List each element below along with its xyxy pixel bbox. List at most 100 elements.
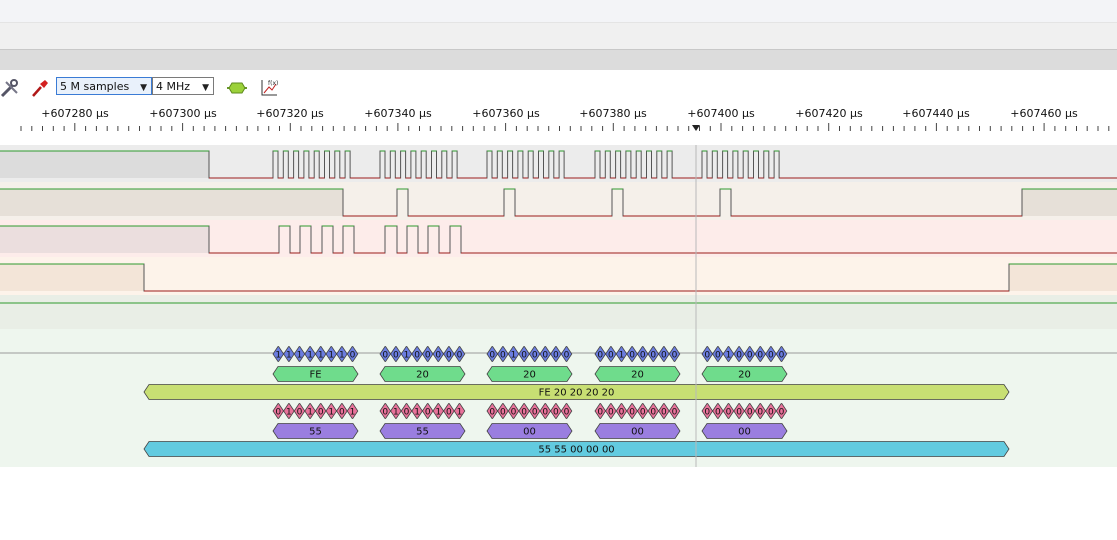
- ruler-label: +607280 µs: [41, 107, 109, 120]
- mosi-bit[interactable]: 0: [346, 346, 359, 362]
- mosi-bit-label: 1: [275, 351, 281, 361]
- miso-bit-label: 1: [328, 408, 334, 418]
- miso-bit[interactable]: 1: [453, 403, 466, 419]
- mosi-bit-label: 1: [307, 351, 313, 361]
- mosi-bit[interactable]: 0: [775, 346, 788, 362]
- waveform-area[interactable]: 1 0 1 1 1 0 1 1 1 0 1 1 1 0 0 1 FE 55 0 0 0 1 1 0 0 1 0 0 0 1 0 0 0 1 20 55…: [0, 141, 1117, 471]
- lane-enable[interactable]: [0, 295, 1117, 329]
- mosi-byte[interactable]: 20: [701, 366, 788, 382]
- miso-byte[interactable]: 00: [486, 423, 573, 439]
- mosi-bit-label: 0: [382, 351, 388, 361]
- miso-byte[interactable]: 00: [594, 423, 681, 439]
- miso-bit-label: 0: [736, 408, 742, 418]
- miso-bit-label: 0: [564, 408, 570, 418]
- miso-bit[interactable]: 0: [560, 403, 573, 419]
- miso-byte[interactable]: 55: [272, 423, 359, 439]
- miso-bit-label: 0: [715, 408, 721, 418]
- miso-bit-label: 0: [532, 408, 538, 418]
- mosi-bit[interactable]: 0: [668, 346, 681, 362]
- mosi-byte[interactable]: 20: [379, 366, 466, 382]
- mosi-bit-label: 1: [297, 351, 303, 361]
- miso-bit-label: 0: [553, 408, 559, 418]
- mosi-bit-label: 0: [715, 351, 721, 361]
- mosi-byte[interactable]: 20: [486, 366, 573, 382]
- wrench-screwdriver-icon[interactable]: [0, 78, 20, 98]
- miso-byte[interactable]: 00: [701, 423, 788, 439]
- chevron-down-icon: ▼: [202, 83, 209, 93]
- mosi-bit-label: 0: [757, 351, 763, 361]
- miso-bit-label: 0: [521, 408, 527, 418]
- probe-icon[interactable]: [30, 78, 50, 98]
- math-function-icon[interactable]: f(x): [259, 78, 279, 98]
- mosi-bit-label: 0: [532, 351, 538, 361]
- miso-transfer-label: 55 55 00 00 00: [538, 445, 614, 456]
- miso-bit-label: 0: [650, 408, 656, 418]
- mosi-bit-label: 0: [779, 351, 785, 361]
- decoder-add-icon[interactable]: [226, 78, 247, 98]
- mosi-bit-label: 0: [650, 351, 656, 361]
- mosi-transfer-label: FE 20 20 20 20: [539, 388, 615, 399]
- ruler-label: +607420 µs: [795, 107, 863, 120]
- miso-bit-label: 0: [446, 408, 452, 418]
- samples-select[interactable]: 5 M samples ▼: [56, 77, 152, 95]
- mosi-byte-label: 20: [631, 370, 644, 381]
- mosi-bit-label: 1: [286, 351, 292, 361]
- miso-bit-label: 0: [511, 408, 517, 418]
- mosi-bit-label: 0: [597, 351, 603, 361]
- mosi-bit-label: 1: [328, 351, 334, 361]
- ruler-label: +607380 µs: [579, 107, 647, 120]
- miso-byte-label: 00: [523, 427, 536, 438]
- mosi-transfer[interactable]: FE 20 20 20 20: [143, 384, 1010, 400]
- miso-bit-label: 0: [704, 408, 710, 418]
- mosi-bit[interactable]: 0: [453, 346, 466, 362]
- mosi-byte-label: 20: [523, 370, 536, 381]
- miso-bit-label: 1: [435, 408, 441, 418]
- mosi-bit-label: 0: [393, 351, 399, 361]
- mosi-bit-label: 0: [747, 351, 753, 361]
- tab-strip: [0, 49, 1117, 71]
- mosi-bit-label: 1: [404, 351, 410, 361]
- mosi-bit-label: 0: [435, 351, 441, 361]
- mosi-bit[interactable]: 0: [560, 346, 573, 362]
- mosi-byte-label: 20: [416, 370, 429, 381]
- mosi-bit-label: 0: [608, 351, 614, 361]
- miso-bit-label: 0: [500, 408, 506, 418]
- miso-bit-label: 1: [307, 408, 313, 418]
- mosi-bit-label: 1: [726, 351, 732, 361]
- chevron-down-icon: ▼: [140, 83, 147, 93]
- title-bar: [0, 0, 1117, 22]
- miso-byte-label: 00: [738, 427, 751, 438]
- miso-transfer[interactable]: 55 55 00 00 00: [143, 441, 1010, 457]
- miso-bit[interactable]: 0: [775, 403, 788, 419]
- ruler-label: +607460 µs: [1010, 107, 1078, 120]
- ruler-label: +607300 µs: [149, 107, 217, 120]
- mosi-bit-label: 1: [619, 351, 625, 361]
- miso-bit-label: 1: [393, 408, 399, 418]
- mosi-bit-label: 0: [768, 351, 774, 361]
- mosi-byte[interactable]: FE: [272, 366, 359, 382]
- time-ruler[interactable]: +607280 µs +607300 µs +607320 µs +607340…: [0, 105, 1117, 141]
- miso-bit-label: 0: [726, 408, 732, 418]
- svg-text:f(x): f(x): [268, 80, 278, 87]
- miso-bit-label: 0: [404, 408, 410, 418]
- ruler-ticks: [20, 123, 1110, 131]
- lane-data-2[interactable]: [0, 257, 1117, 295]
- mosi-bit-label: 0: [521, 351, 527, 361]
- ruler-label: +607320 µs: [256, 107, 324, 120]
- mosi-bit-label: 0: [553, 351, 559, 361]
- sample-rate-select[interactable]: 4 MHz ▼: [152, 77, 214, 95]
- mosi-bit-label: 0: [542, 351, 548, 361]
- mosi-bit-label: 0: [425, 351, 431, 361]
- miso-byte[interactable]: 55: [379, 423, 466, 439]
- mosi-bit-label: 0: [661, 351, 667, 361]
- ruler-label: +607360 µs: [472, 107, 540, 120]
- miso-bit-label: 0: [779, 408, 785, 418]
- mosi-byte[interactable]: 20: [594, 366, 681, 382]
- mosi-bit-label: 0: [500, 351, 506, 361]
- cursor-marker[interactable]: [692, 125, 700, 131]
- mosi-bit-label: 0: [640, 351, 646, 361]
- miso-byte-label: 55: [309, 427, 322, 438]
- miso-bit[interactable]: 0: [668, 403, 681, 419]
- miso-bit[interactable]: 1: [346, 403, 359, 419]
- miso-bit-label: 0: [275, 408, 281, 418]
